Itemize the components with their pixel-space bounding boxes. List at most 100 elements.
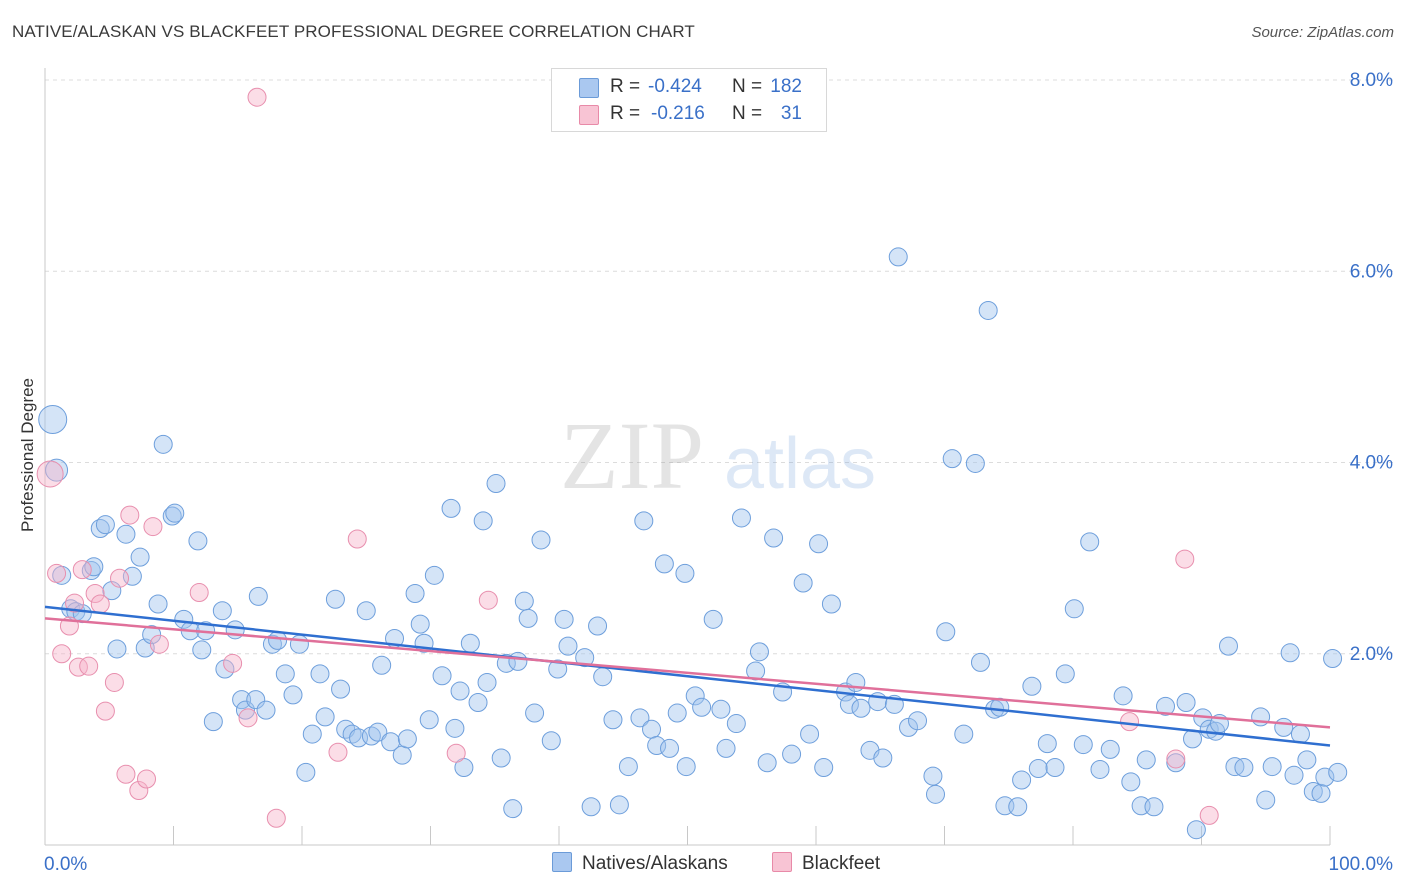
data-point — [310, 664, 330, 684]
data-point — [703, 609, 723, 629]
data-point — [1156, 696, 1176, 716]
data-point — [634, 511, 654, 531]
y-axis-label: Professional Degree — [18, 377, 37, 533]
r-value: -0.216 — [651, 103, 705, 124]
data-point — [104, 672, 124, 692]
natives-swatch — [552, 852, 572, 872]
natives-points — [38, 247, 1348, 840]
data-point — [120, 505, 140, 525]
data-point — [726, 714, 746, 734]
data-point — [554, 609, 574, 629]
data-point — [716, 738, 736, 758]
data-point — [978, 300, 998, 320]
n-label: N = — [732, 76, 763, 97]
data-point — [223, 653, 243, 673]
data-point — [839, 694, 859, 714]
data-point — [1323, 649, 1343, 669]
chart-title: NATIVE/ALASKAN VS BLACKFEET PROFESSIONAL… — [12, 22, 695, 41]
blackfeet-points — [36, 87, 1219, 828]
data-point — [746, 661, 766, 681]
axes — [44, 68, 1331, 846]
data-point — [266, 808, 286, 828]
data-point — [419, 710, 439, 730]
data-point — [926, 784, 946, 804]
data-point — [84, 557, 104, 577]
data-point — [47, 563, 67, 583]
data-point — [256, 700, 276, 720]
data-point — [541, 731, 561, 751]
data-point — [137, 769, 157, 789]
data-point — [1297, 750, 1317, 770]
data-point — [148, 594, 168, 614]
legend-label: Blackfeet — [802, 853, 881, 874]
data-point — [129, 780, 149, 800]
data-point — [368, 722, 388, 742]
data-point — [1176, 693, 1196, 713]
n-label: N = — [732, 103, 763, 124]
data-point — [289, 634, 309, 654]
x-tick-label: 0.0% — [44, 854, 87, 875]
data-point — [95, 515, 115, 535]
data-point — [603, 710, 623, 730]
data-point — [575, 648, 595, 668]
data-point — [302, 724, 322, 744]
data-point — [965, 453, 985, 473]
legend-item-blackfeet[interactable]: Blackfeet — [772, 852, 880, 875]
r-value: -0.424 — [648, 76, 702, 97]
data-point — [188, 531, 208, 551]
data-point — [809, 534, 829, 554]
data-point — [1315, 767, 1335, 787]
data-point — [149, 634, 169, 654]
data-point — [212, 601, 232, 621]
legend-label: Natives/Alaskans — [582, 853, 728, 874]
data-point — [107, 639, 127, 659]
data-point — [215, 659, 235, 679]
r-label: R = — [610, 76, 641, 97]
data-point — [1012, 770, 1032, 790]
n-value: 31 — [780, 103, 802, 124]
legend-item-natives[interactable]: Natives/Alaskans — [552, 852, 728, 875]
x-tick-label: 100.0% — [1329, 854, 1394, 875]
data-point — [685, 686, 705, 706]
data-point — [143, 517, 163, 537]
data-point — [65, 593, 85, 613]
data-point — [410, 614, 430, 634]
data-point — [618, 757, 638, 777]
data-point — [1199, 805, 1219, 825]
data-point — [1144, 797, 1164, 817]
grid-lines — [45, 79, 1395, 655]
data-point — [676, 757, 696, 777]
data-point — [468, 693, 488, 713]
blackfeet-swatch — [579, 105, 599, 125]
data-point — [235, 700, 255, 720]
data-point — [1290, 724, 1310, 744]
data-point — [1120, 712, 1140, 732]
data-point — [85, 584, 105, 604]
data-point — [548, 659, 568, 679]
data-point — [38, 404, 68, 434]
data-point — [531, 530, 551, 550]
data-point — [315, 707, 335, 727]
data-point — [1090, 759, 1110, 779]
data-point — [262, 634, 282, 654]
watermark: ZIP atlas — [560, 402, 876, 509]
data-point — [588, 616, 608, 636]
data-point — [1166, 749, 1186, 769]
data-point — [203, 712, 223, 732]
data-point — [36, 460, 64, 488]
data-point — [630, 708, 650, 728]
data-point — [1022, 676, 1042, 696]
data-point — [477, 672, 497, 692]
n-value: 182 — [770, 76, 802, 97]
data-point — [424, 565, 444, 585]
data-point — [1121, 772, 1141, 792]
data-point — [757, 753, 777, 773]
watermark-atlas: atlas — [724, 424, 876, 504]
data-point — [392, 745, 412, 765]
data-point — [296, 762, 316, 782]
data-point — [1113, 686, 1133, 706]
data-point — [450, 681, 470, 701]
data-point — [356, 601, 376, 621]
data-point — [372, 655, 392, 675]
natives-swatch — [579, 78, 599, 98]
